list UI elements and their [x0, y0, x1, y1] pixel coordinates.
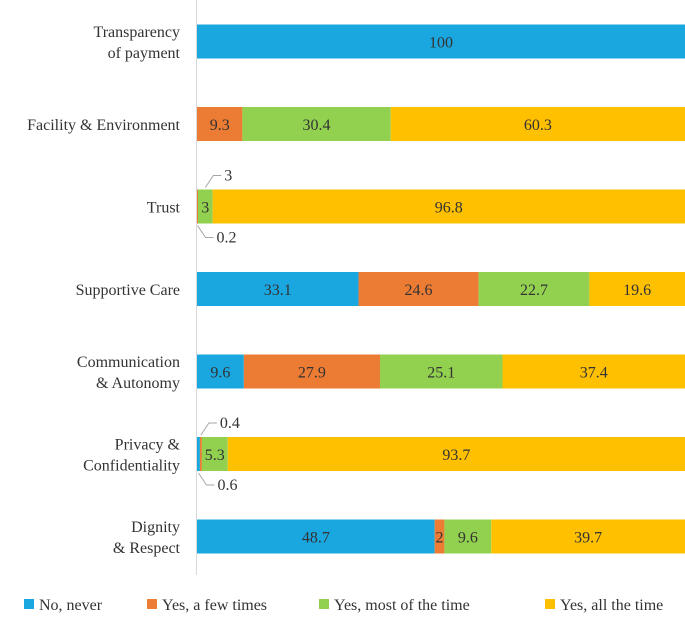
data-label: 19.6: [623, 282, 651, 299]
category-label: of payment: [108, 45, 181, 62]
bar-segment: [197, 354, 244, 389]
bar-segment: [197, 24, 685, 59]
bar-segment: [197, 437, 200, 471]
bar-segment: [227, 437, 685, 471]
bars-group: 1009.330.460.30.2396.833.124.622.719.69.…: [197, 24, 685, 554]
category-label: & Autonomy: [96, 375, 180, 392]
callout-label: 0.2: [216, 230, 236, 247]
bar-segment: [358, 272, 479, 306]
bar-segment: [478, 272, 590, 306]
category-label: Trust: [147, 200, 181, 217]
data-label: 27.9: [298, 365, 326, 382]
category-label: Dignity: [131, 519, 180, 536]
data-label: 9.6: [210, 365, 230, 382]
legend-swatch: [319, 599, 329, 609]
bar-segment: [444, 519, 492, 554]
bar-segment: [502, 354, 685, 389]
bar-segment: [197, 272, 359, 306]
legend: No, never Yes, a few times Yes, most of th…: [24, 597, 663, 614]
bar-segment: [197, 189, 213, 224]
legend-label: Yes, most of the time: [334, 597, 470, 614]
legend-swatch: [147, 599, 157, 609]
bar-segment: [201, 437, 228, 471]
callout-label: 0.4: [220, 415, 240, 432]
bar-segment: [199, 437, 202, 471]
bar-segment: [197, 107, 243, 141]
data-label: 2: [436, 530, 444, 547]
callout-label: 3: [224, 168, 232, 185]
data-label: 24.6: [405, 282, 433, 299]
data-label: 30.4: [303, 117, 331, 134]
data-label: 9.6: [458, 530, 478, 547]
bar-segment: [589, 272, 685, 306]
bar-segment: [243, 354, 380, 389]
data-label: 9.3: [210, 117, 230, 134]
data-label: 93.7: [442, 447, 470, 464]
bar-segment: [212, 189, 685, 224]
data-label: 22.7: [520, 282, 548, 299]
bar-segment: [197, 189, 198, 224]
category-label: & Respect: [113, 540, 181, 557]
bar-segment: [380, 354, 503, 389]
data-label: 60.3: [524, 117, 552, 134]
legend-label: Yes, all the time: [560, 597, 663, 614]
bar-segment: [491, 519, 685, 554]
legend-swatch: [24, 599, 34, 609]
category-label: Supportive Care: [76, 282, 180, 299]
callout-leader: [200, 422, 217, 436]
callout-label: 0.6: [217, 477, 237, 494]
legend-swatch: [545, 599, 555, 609]
callout-leader: [197, 225, 214, 238]
legend-label: No, never: [39, 597, 103, 614]
data-label: 39.7: [574, 530, 602, 547]
bar-segment: [390, 107, 685, 141]
data-label: 3: [201, 200, 209, 217]
data-label: 33.1: [264, 282, 292, 299]
callout-leader: [198, 472, 215, 486]
category-label: Confidentiality: [83, 458, 180, 475]
data-label: 37.4: [580, 365, 608, 382]
bar-segment: [242, 107, 391, 141]
category-label: Privacy &: [115, 437, 181, 454]
bar-segment: [197, 519, 435, 554]
data-label: 48.7: [302, 530, 330, 547]
data-label: 96.8: [435, 200, 463, 217]
bar-segment: [434, 519, 445, 554]
legend-label: Yes, a few times: [162, 597, 267, 614]
callout-leader: [204, 175, 222, 188]
data-label: 100: [429, 35, 453, 52]
category-label: Communication: [77, 354, 180, 371]
category-label: Transparency: [94, 24, 181, 41]
data-label: 25.1: [427, 365, 455, 382]
data-label: 5.3: [205, 447, 225, 464]
category-labels: Transparency of payment Facility & Environ…: [27, 24, 180, 557]
category-label: Facility & Environment: [27, 117, 180, 134]
